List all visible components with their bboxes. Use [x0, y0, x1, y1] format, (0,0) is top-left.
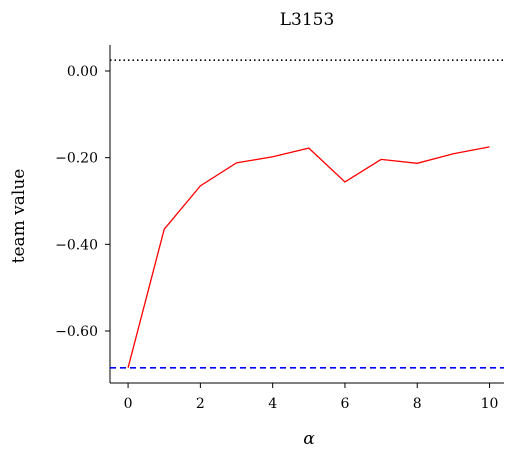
y-axis: 0.00 −0.20 −0.40 −0.60 — [55, 64, 110, 340]
y-tick-label: 0.00 — [67, 64, 98, 80]
chart-title: L3153 — [280, 10, 335, 30]
x-tick-label: 8 — [413, 396, 422, 412]
x-tick-label: 10 — [481, 396, 499, 412]
y-tick-label: −0.20 — [55, 151, 98, 167]
x-tick-label: 2 — [196, 396, 205, 412]
x-axis: 0 2 4 6 8 10 — [124, 383, 499, 412]
y-axis-label: team value — [9, 169, 29, 264]
y-tick-label: −0.40 — [55, 237, 98, 253]
y-tick-label: −0.60 — [55, 324, 98, 340]
x-tick-label: 4 — [268, 396, 277, 412]
series-line-0 — [127, 146, 490, 368]
x-tick-label: 6 — [340, 396, 349, 412]
x-axis-label: α — [303, 429, 315, 449]
x-tick-label: 0 — [124, 396, 133, 412]
plot-area — [109, 45, 504, 384]
